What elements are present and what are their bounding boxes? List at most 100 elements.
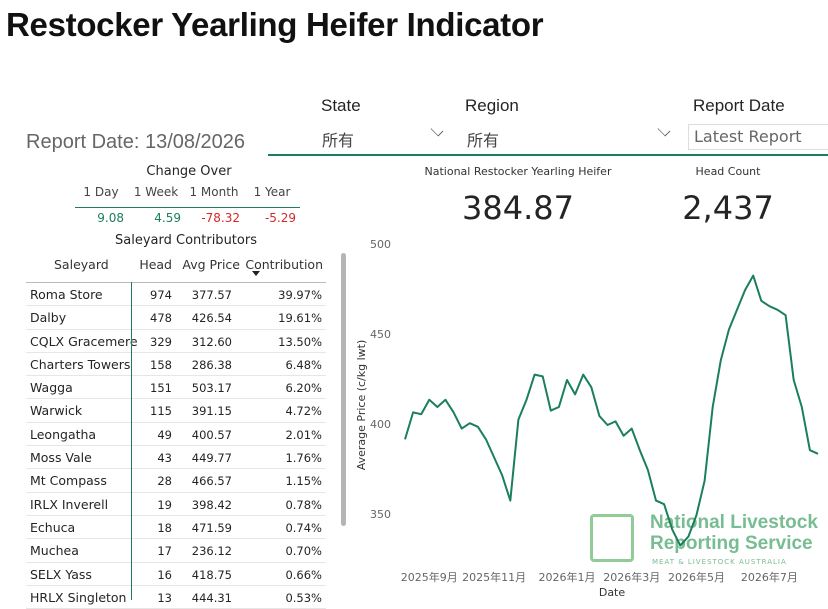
table-cell: 449.77 [191, 451, 232, 466]
filter-value[interactable]: 所有 [467, 131, 500, 150]
table-cell: 286.38 [191, 357, 232, 372]
report-date: Report Date: 13/08/2026 [26, 131, 246, 153]
table-cell: 466.57 [191, 474, 232, 489]
change-header: 1 Day [83, 185, 119, 199]
table-cell: 28 [157, 474, 172, 489]
table-cell: 398.42 [191, 497, 232, 512]
kpi-label: National Restocker Yearling Heifer [424, 165, 612, 178]
table-cell: 974 [150, 288, 172, 302]
change-value: -78.32 [201, 211, 240, 225]
kpi-label: Head Count [695, 165, 761, 178]
price-line [404, 274, 819, 547]
table-cell: 329 [150, 334, 172, 349]
table: Saleyard Head Avg Price Contribution Roma St… [26, 252, 326, 609]
table-cell: Moss Vale [30, 450, 92, 466]
date-box[interactable] [688, 124, 828, 150]
x-tick-label: 2026年5月 [668, 570, 725, 584]
table-cell: 13.50% [278, 334, 322, 349]
table-row[interactable]: IRLX Inverell 19 398.42 0.78% [26, 493, 326, 516]
table-cell: Mt Compass [30, 473, 107, 489]
kpi-value: 384.87 [462, 189, 574, 227]
table-cell: 115 [150, 404, 172, 419]
table-cell: 151 [150, 381, 172, 396]
y-tick-label: 500 [370, 238, 391, 251]
scrollbar[interactable] [341, 253, 346, 526]
table-cell: 6.20% [285, 381, 322, 396]
table-cell: 503.17 [191, 381, 232, 396]
x-tick-label: 2026年3月 [603, 570, 660, 584]
table-row[interactable]: Roma Store 974 377.57 39.97% [26, 283, 326, 307]
table-row[interactable]: Wagga 151 503.17 6.20% [26, 376, 326, 400]
table-cell: 377.57 [191, 288, 232, 302]
table-row[interactable]: Echuca 18 471.59 0.74% [26, 516, 326, 540]
divider [268, 154, 828, 156]
table-cell: 0.53% [285, 590, 322, 605]
table-cell: 478 [150, 311, 172, 326]
table-cell: 0.78% [285, 497, 322, 512]
table-cell: 0.70% [285, 544, 322, 559]
y-tick-label: 400 [370, 418, 391, 431]
filter-label: Region [465, 96, 519, 115]
table-cell: 391.15 [191, 404, 232, 419]
filter-value[interactable]: 所有 [322, 131, 355, 150]
page-title: Restocker Yearling Heifer Indicator [6, 6, 544, 43]
divider [75, 207, 300, 208]
filter-value[interactable]: Latest Report [694, 127, 802, 146]
table-row[interactable]: SELX Yass 16 418.75 0.66% [26, 563, 326, 586]
table-cell: 43 [157, 451, 172, 466]
table-row[interactable]: Leongatha 49 400.57 2.01% [26, 423, 326, 447]
column-header: Head [139, 257, 172, 272]
table-row[interactable]: Warwick 115 391.15 4.72% [26, 399, 326, 423]
table-cell: 1.15% [285, 474, 322, 489]
table-cell: 418.75 [191, 567, 232, 582]
table-cell: Charters Towers [30, 356, 131, 372]
x-tick-label: 2025年9月 [401, 570, 458, 584]
sort-arrow [252, 271, 260, 276]
x-tick-label: 2025年11月 [462, 570, 526, 584]
logo-text: MEAT & LIVESTOCK AUSTRALIA [652, 558, 787, 566]
table-cell: Muchea [30, 543, 79, 559]
table-cell: Echuca [30, 519, 76, 535]
table-cell: 0.74% [285, 520, 322, 535]
table-cell: 2.01% [285, 427, 322, 442]
table-cell: 471.59 [191, 520, 232, 535]
table-row[interactable]: Dalby 478 426.54 19.61% [26, 306, 326, 330]
table-cell: 0.66% [285, 567, 322, 582]
table-cell: SELX Yass [30, 566, 92, 582]
table-cell: Wagga [30, 380, 73, 396]
table-cell: 16 [157, 567, 172, 582]
table-row[interactable]: Muchea 17 236.12 0.70% [26, 539, 326, 563]
change-header: 1 Year [253, 185, 291, 199]
y-tick-label: 350 [370, 508, 391, 521]
column-header: Saleyard [54, 257, 109, 272]
column-header: Avg Price [182, 257, 240, 272]
table-row[interactable]: Charters Towers 158 286.38 6.48% [26, 353, 326, 377]
divider [131, 282, 132, 600]
table-cell: 4.72% [285, 404, 322, 419]
table-cell: 49 [157, 427, 172, 442]
table-title: Saleyard Contributors [115, 233, 257, 248]
y-tick-label: 450 [370, 328, 391, 341]
table-cell: 236.12 [191, 544, 232, 559]
logo-text: Reporting Service [650, 533, 813, 554]
table-cell: 19.61% [278, 311, 322, 326]
table-cell: 1.76% [285, 451, 322, 466]
table-cell: 426.54 [191, 311, 232, 326]
table-cell: 13 [157, 590, 172, 605]
change-value: 9.08 [97, 211, 124, 225]
table-cell: 444.31 [191, 590, 232, 605]
x-tick-label: 2026年1月 [538, 570, 595, 584]
change-title: Change Over [146, 164, 232, 179]
table-cell: HRLX Singleton [30, 589, 127, 605]
table-cell: Dalby [30, 310, 67, 326]
table-row[interactable]: CQLX Gracemere 329 312.60 13.50% [26, 330, 326, 353]
x-tick-label: 2026年7月 [741, 570, 798, 584]
table-row[interactable]: Mt Compass 28 466.57 1.15% [26, 469, 326, 493]
table-cell: 17 [157, 544, 172, 559]
y-axis-title: Average Price (c/kg lwt) [355, 340, 368, 471]
table-row[interactable]: Moss Vale 43 449.77 1.76% [26, 446, 326, 470]
filter-label: State [321, 96, 361, 115]
filter-label: Report Date [693, 96, 785, 115]
change-value: -5.29 [264, 211, 296, 225]
